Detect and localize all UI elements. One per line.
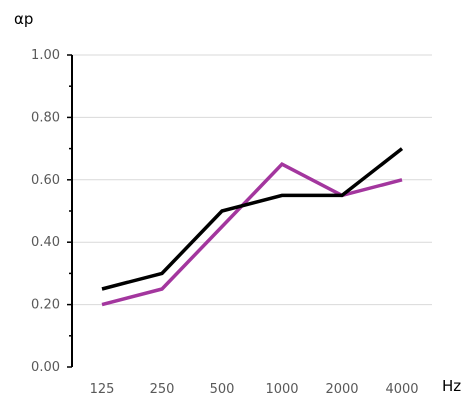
gridlines	[72, 54, 432, 306]
y-tick-label: 1.00	[31, 48, 60, 63]
x-axis-title: Hz	[442, 377, 461, 395]
series-line-1	[101, 162, 403, 307]
series-line-2	[101, 147, 404, 291]
y-tick-label: 0.20	[31, 298, 60, 313]
y-tick-label: 0.80	[31, 110, 60, 125]
x-tick-label: 2000	[325, 382, 358, 397]
y-tick-label: 0.60	[31, 173, 60, 188]
y-tick-label: 0.40	[31, 235, 60, 250]
x-tick-label: 4000	[385, 382, 418, 397]
axes	[67, 54, 73, 368]
x-tick-label: 1000	[265, 382, 298, 397]
x-tick-label: 250	[150, 382, 175, 397]
y-axis-title: αp	[14, 10, 33, 28]
series-lines	[101, 147, 404, 307]
tick-labels: 0.00 0.20 0.40 0.60 0.80 1.00 125 250 500 1000 200…	[31, 48, 419, 397]
y-tick-label: 0.00	[31, 360, 60, 375]
x-tick-label: 500	[210, 382, 235, 397]
x-tick-label: 125	[90, 382, 115, 397]
